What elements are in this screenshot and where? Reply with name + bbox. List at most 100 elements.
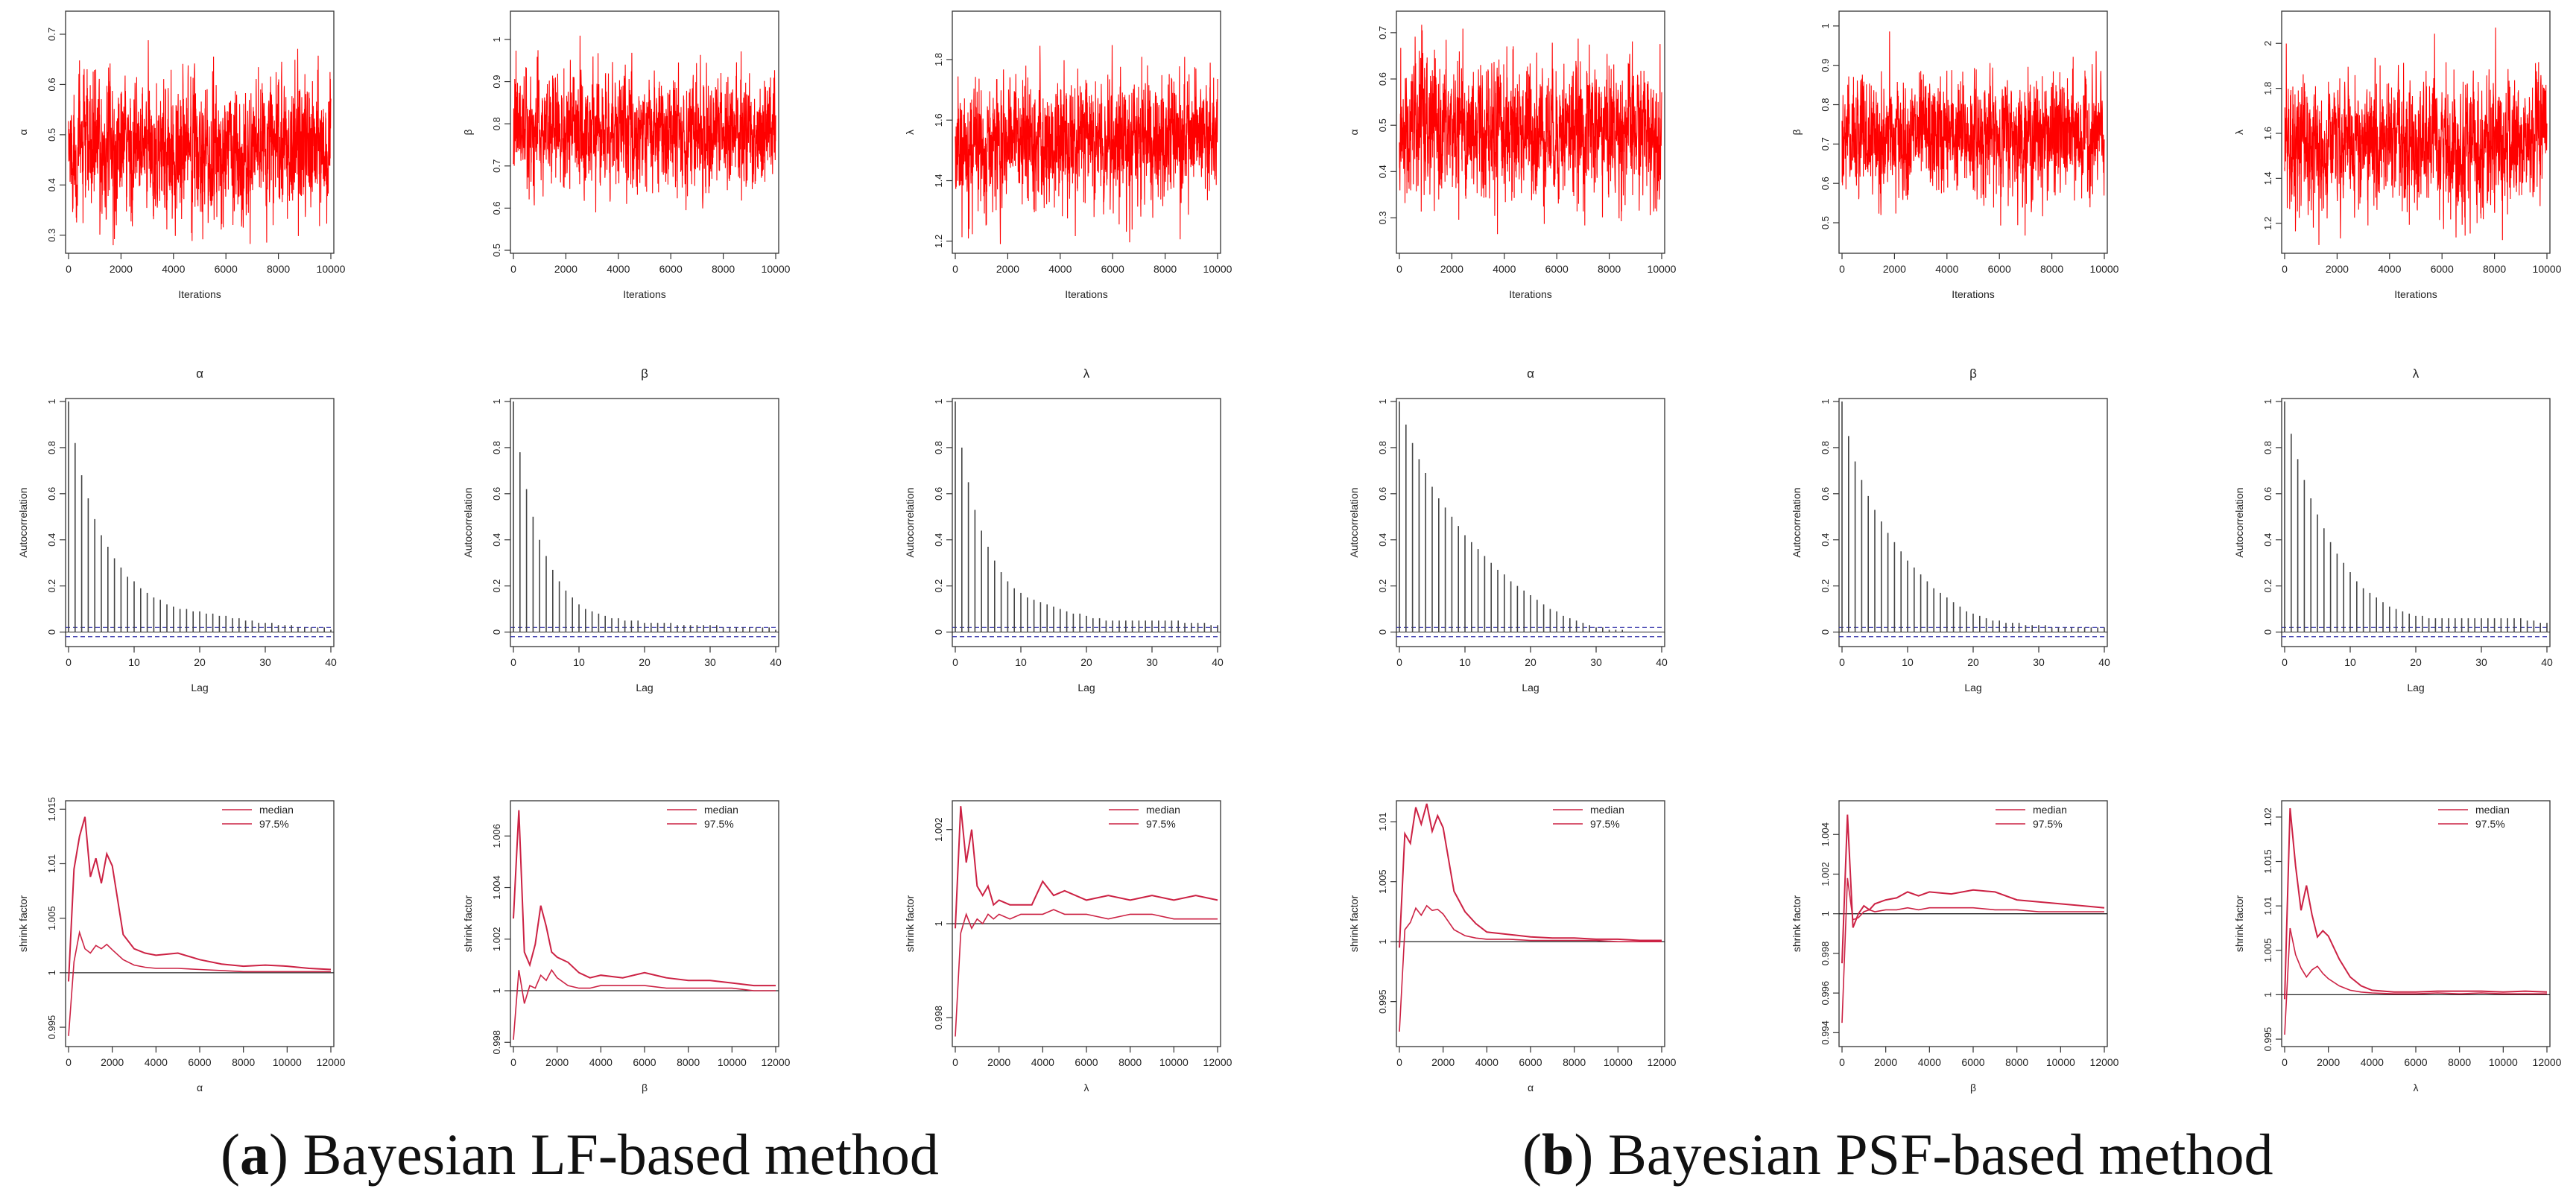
x-tick-label: 40	[770, 656, 782, 668]
plot-frame	[1838, 800, 2108, 1047]
y-tick-label: 0.8	[933, 441, 944, 454]
x-tick-label: 6000	[215, 263, 238, 275]
y-tick-label: 0.5	[1377, 118, 1388, 132]
x-tick-label: 2000	[101, 1056, 124, 1068]
x-tick-label: 10000	[1604, 1056, 1633, 1068]
x-tick-label: 30	[2475, 656, 2487, 668]
plot-frame	[1838, 398, 2108, 647]
x-tick-label: 2000	[1440, 263, 1463, 275]
panel-title: β	[1969, 366, 1977, 381]
legend-label: 97.5%	[2033, 818, 2063, 830]
x-tick-label: 2000	[545, 1056, 569, 1068]
x-tick-label: 0	[510, 656, 516, 668]
x-tick-label: 4000	[1935, 263, 1958, 275]
x-tick-label: 8000	[1563, 1056, 1586, 1068]
y-tick-label: 1.4	[933, 174, 944, 187]
y-tick-label: 0.6	[46, 487, 57, 501]
x-tick-label: 40	[325, 656, 337, 668]
x-tick-label: 0	[2282, 263, 2288, 275]
panel-gelman-a-0	[65, 800, 335, 1047]
y-tick-label: 0.8	[1820, 441, 1831, 454]
x-tick-label: 10000	[273, 1056, 302, 1068]
y-axis-label: shrink factor	[17, 895, 29, 953]
y-tick-label: 0.5	[1820, 216, 1831, 229]
plot-frame	[952, 10, 1221, 254]
x-tick-label: 0	[2282, 656, 2288, 668]
x-tick-label: 0	[66, 263, 72, 275]
x-axis-label: Iterations	[178, 288, 221, 300]
y-tick-label: 0.998	[491, 1030, 502, 1055]
x-tick-label: 8000	[232, 1056, 255, 1068]
x-tick-label: 30	[259, 656, 271, 668]
y-tick-label: 0.4	[46, 533, 57, 547]
panel-title: α	[1527, 366, 1534, 381]
x-tick-label: 4000	[2361, 1056, 2384, 1068]
y-axis-label: Autocorrelation	[1791, 487, 1803, 557]
series-line-median	[955, 909, 1218, 1037]
x-tick-label: 6000	[1961, 1056, 1984, 1068]
x-tick-label: 4000	[1918, 1056, 1941, 1068]
y-tick-label: 0.9	[491, 75, 502, 89]
y-tick-label: 0.998	[933, 1006, 944, 1030]
series-line-97-5	[1841, 814, 2105, 964]
x-tick-label: 4000	[1048, 263, 1072, 275]
y-tick-label: 0.2	[933, 580, 944, 593]
y-tick-label: 1.002	[933, 817, 944, 842]
x-tick-label: 10000	[762, 263, 791, 275]
y-tick-label: 0.6	[2262, 487, 2273, 501]
y-axis-label: α	[17, 129, 29, 135]
x-tick-label: 0	[1396, 263, 1402, 275]
x-axis-label: Lag	[2407, 682, 2424, 693]
legend-label: median	[2475, 804, 2510, 816]
x-tick-label: 8000	[2005, 1056, 2028, 1068]
y-axis-label: shrink factor	[2233, 895, 2245, 953]
panel-acf-b-4	[1838, 398, 2108, 647]
x-tick-label: 0	[66, 656, 72, 668]
x-tick-label: 0	[66, 1056, 72, 1068]
y-tick-label: 0.998	[1820, 942, 1831, 966]
y-tick-label: 0.9	[1820, 59, 1831, 72]
x-tick-label: 0	[1839, 1056, 1845, 1068]
y-tick-label: 0.7	[1377, 26, 1388, 39]
y-tick-label: 0.4	[1820, 533, 1831, 547]
y-tick-label: 1.01	[1377, 812, 1388, 831]
y-tick-label: 0.8	[491, 441, 502, 454]
x-tick-label: 20	[194, 656, 206, 668]
y-tick-label: 1.002	[491, 927, 502, 952]
x-tick-label: 0	[952, 1056, 958, 1068]
series-line-97-5	[2284, 807, 2548, 1000]
y-tick-label: 0.5	[46, 128, 57, 142]
x-tick-label: 10000	[317, 263, 346, 275]
y-tick-label: 1.2	[933, 235, 944, 248]
y-tick-label: 1.4	[2262, 171, 2273, 185]
legend-label: 97.5%	[704, 818, 734, 830]
plot-frame	[1396, 800, 1665, 1047]
x-tick-label: 4000	[145, 1056, 168, 1068]
x-tick-label: 12000	[762, 1056, 791, 1068]
x-axis-label: Lag	[1522, 682, 1539, 693]
x-tick-label: 40	[1212, 656, 1224, 668]
plot-frame	[952, 398, 1221, 647]
x-tick-label: 10000	[1648, 263, 1677, 275]
caption-a-text: Bayesian LF-based method	[303, 1122, 939, 1187]
x-tick-label: 20	[1080, 656, 1092, 668]
y-axis-label: Autocorrelation	[17, 487, 29, 557]
x-tick-label: 20	[2410, 656, 2422, 668]
y-tick-label: 1.015	[2262, 849, 2273, 874]
x-tick-label: 8000	[1153, 263, 1177, 275]
panel-trace-a-1	[510, 10, 779, 254]
plot-frame	[510, 398, 779, 647]
x-tick-label: 2000	[2326, 263, 2349, 275]
y-tick-label: 1.006	[491, 824, 502, 848]
y-axis-label: β	[1791, 129, 1803, 135]
y-tick-label: 0.8	[46, 441, 57, 454]
series-line-97-5	[1399, 803, 1662, 948]
x-tick-label: 20	[1525, 656, 1537, 668]
y-tick-label: 1	[491, 399, 502, 404]
x-tick-label: 4000	[589, 1056, 613, 1068]
plot-frame	[1396, 10, 1665, 254]
legend-label: median	[259, 804, 294, 816]
caption-b: (b) Bayesian PSF-based method	[1522, 1122, 2273, 1187]
x-tick-label: 10000	[2533, 263, 2562, 275]
y-tick-label: 1	[1820, 399, 1831, 404]
